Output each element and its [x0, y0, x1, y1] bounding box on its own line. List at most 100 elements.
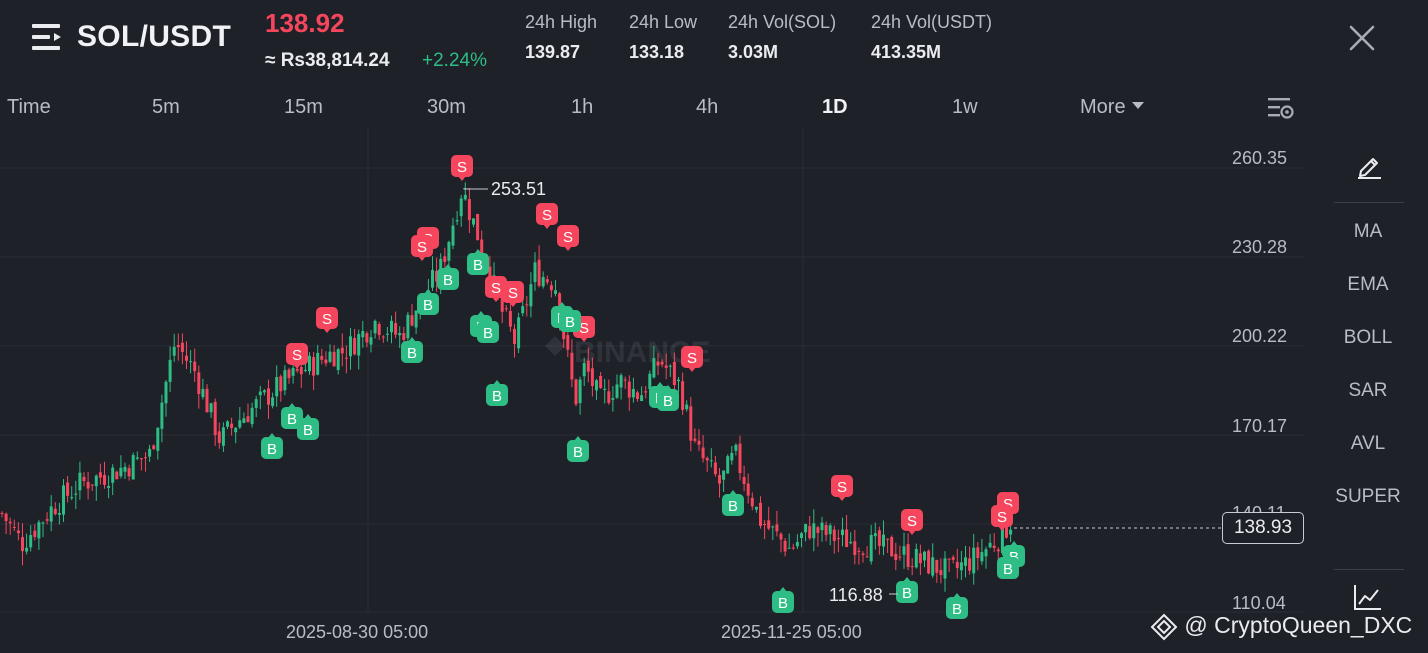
indicator-boll[interactable]: BOLL — [1343, 327, 1393, 348]
candle-body — [148, 448, 152, 457]
candle-body — [972, 547, 976, 574]
candles-layer — [0, 182, 1013, 592]
candle-body — [718, 474, 721, 484]
tab-time[interactable]: Time — [7, 96, 51, 118]
candle-body — [566, 335, 570, 350]
tab-5m[interactable]: 5m — [152, 96, 180, 118]
candle-body — [353, 338, 357, 355]
candle-body — [992, 545, 996, 548]
candle-body — [98, 472, 102, 478]
candle-body — [217, 431, 221, 443]
candle-body — [238, 420, 242, 428]
candle-body — [689, 406, 693, 441]
candle-body — [320, 355, 324, 360]
sell-marker: S — [991, 505, 1013, 531]
y-tick-label: 200.22 — [1232, 326, 1288, 346]
high-annotation-leader — [463, 188, 488, 190]
tab-15m[interactable]: 15m — [284, 96, 323, 118]
chart-type-icon[interactable] — [1352, 582, 1384, 612]
candle-body — [549, 285, 553, 291]
stat-value: 133.18 — [629, 42, 685, 62]
svg-text:B: B — [473, 257, 483, 274]
candle-body — [472, 218, 475, 225]
stat-value: 3.03M — [728, 42, 779, 62]
buy-marker: B — [261, 433, 283, 459]
svg-text:S: S — [837, 479, 847, 496]
indicator-sar[interactable]: SAR — [1348, 380, 1388, 401]
candle-body — [4, 513, 8, 522]
tab-1d[interactable]: 1D — [822, 96, 848, 118]
candlestick-chart[interactable]: BINANCE SSSSSSSSSSSSSSSBBBBBBBBBBBBBBBBB… — [0, 128, 1310, 653]
chart-canvas: BINANCE SSSSSSSSSSSSSSSBBBBBBBBBBBBBBBBB… — [0, 128, 1305, 619]
candle-body — [16, 530, 20, 534]
candle-body — [705, 457, 709, 461]
indicator-ema[interactable]: EMA — [1347, 274, 1389, 295]
svg-text:B: B — [287, 411, 297, 428]
candle-body — [90, 484, 94, 486]
chart-settings-icon[interactable] — [1266, 94, 1296, 122]
svg-text:B: B — [303, 422, 313, 439]
svg-text:S: S — [491, 280, 501, 297]
candle-body — [344, 357, 348, 359]
candle-body — [910, 566, 914, 568]
sell-marker: S — [901, 509, 923, 535]
candle-body — [853, 541, 857, 555]
svg-text:S: S — [417, 239, 427, 256]
candle-body — [812, 523, 816, 539]
candle-body — [82, 476, 86, 482]
candle-body — [517, 317, 521, 349]
fiat-price: ≈ Rs38,814.24 — [265, 50, 390, 71]
buy-marker: B — [297, 414, 319, 440]
svg-text:B: B — [483, 325, 493, 342]
candle-body — [943, 558, 947, 579]
candle-body — [431, 269, 434, 288]
stat-24h-vol-usdt: 24h Vol(USDT) 413.35M — [871, 12, 992, 63]
candle-body — [271, 397, 275, 406]
candle-body — [935, 559, 939, 573]
sidebar-divider — [1334, 569, 1404, 570]
tab-30m[interactable]: 30m — [427, 96, 466, 118]
candle-body — [324, 359, 328, 364]
tab-more-label: More — [1080, 96, 1126, 118]
trading-pair-title[interactable]: SOL/USDT — [77, 20, 232, 53]
indicator-super[interactable]: SUPER — [1335, 486, 1401, 507]
candle-body — [299, 367, 303, 375]
y-tick-label: 110.04 — [1232, 593, 1286, 613]
candle-body — [467, 199, 471, 221]
y-tick-label: 260.35 — [1232, 148, 1288, 168]
menu-icon[interactable] — [30, 22, 64, 52]
candle-body — [783, 540, 787, 552]
tab-1w[interactable]: 1w — [952, 96, 978, 118]
candle-body — [734, 444, 738, 451]
indicator-avl[interactable]: AVL — [1350, 433, 1386, 454]
candle-body — [361, 330, 365, 338]
buy-marker: B — [401, 337, 423, 363]
candle-body — [640, 395, 644, 402]
close-icon[interactable] — [1346, 22, 1378, 54]
candle-body — [180, 342, 184, 352]
svg-text:B: B — [565, 314, 575, 331]
candle-body — [328, 351, 332, 362]
buy-marker: B — [467, 249, 489, 275]
tab-4h[interactable]: 4h — [696, 96, 719, 118]
candle-body — [193, 361, 197, 372]
svg-text:S: S — [687, 350, 697, 367]
candle-body — [533, 262, 537, 282]
indicator-ma[interactable]: MA — [1353, 221, 1383, 242]
tab-more[interactable]: More — [1080, 96, 1144, 119]
svg-text:S: S — [907, 513, 917, 530]
y-tick-label: 170.17 — [1232, 416, 1288, 436]
candle-body — [627, 381, 631, 398]
candle-body — [939, 570, 943, 576]
svg-text:S: S — [563, 229, 573, 246]
candle-body — [394, 323, 398, 335]
candle-body — [373, 320, 377, 334]
candle-body — [947, 558, 951, 560]
candle-body — [86, 481, 90, 489]
candle-body — [226, 421, 229, 427]
candle-body — [611, 398, 615, 400]
pencil-icon[interactable] — [1354, 150, 1384, 180]
watermark-text: @ CryptoQueen_DXC — [1184, 612, 1413, 638]
tab-1h[interactable]: 1h — [571, 96, 594, 118]
sell-marker: S — [831, 475, 853, 501]
